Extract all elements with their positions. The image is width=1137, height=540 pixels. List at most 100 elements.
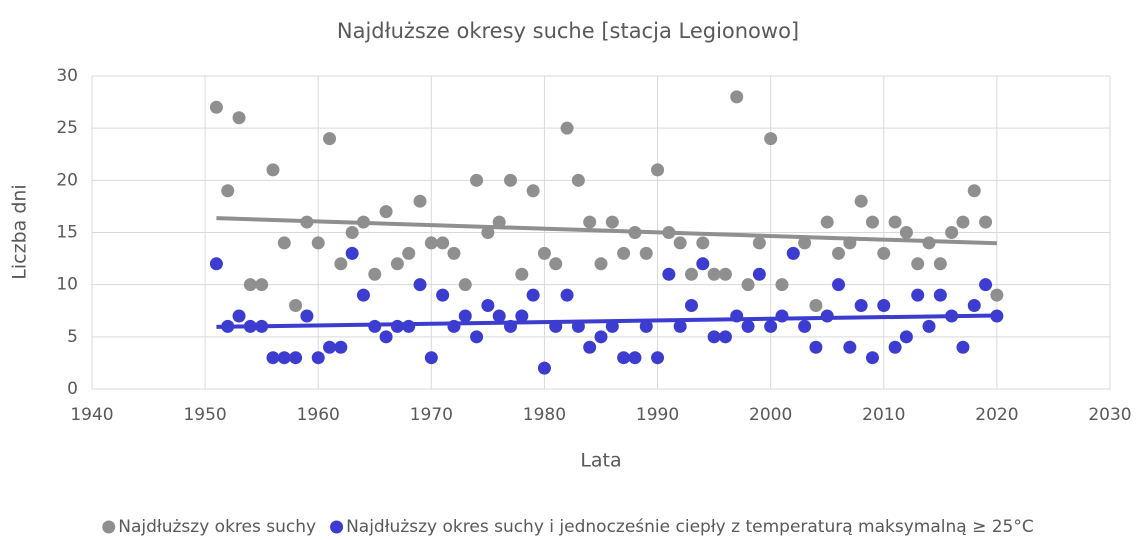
point	[617, 246, 631, 260]
point	[639, 246, 653, 260]
point	[221, 184, 235, 198]
point	[560, 121, 574, 135]
y-tick-label: 10	[56, 275, 78, 295]
point	[718, 267, 732, 281]
point	[684, 299, 698, 313]
point	[436, 236, 450, 250]
point	[526, 184, 540, 198]
point	[979, 215, 993, 229]
x-axis-label: Lata	[580, 450, 621, 472]
point	[775, 278, 789, 292]
point	[741, 319, 755, 333]
point	[707, 267, 721, 281]
point	[639, 319, 653, 333]
y-tick-label: 5	[67, 327, 78, 347]
point	[323, 340, 337, 354]
legend-marker	[102, 520, 116, 534]
y-axis-label: Liczba dni	[9, 184, 31, 279]
point	[424, 236, 438, 250]
point	[413, 194, 427, 208]
point	[526, 288, 540, 302]
point	[865, 215, 879, 229]
point	[515, 267, 529, 281]
point	[390, 319, 404, 333]
point	[718, 330, 732, 344]
point	[379, 330, 393, 344]
point	[515, 309, 529, 323]
point	[594, 330, 608, 344]
point	[390, 257, 404, 271]
point	[933, 288, 947, 302]
point	[311, 351, 325, 365]
point	[571, 173, 585, 187]
point	[605, 215, 619, 229]
point	[651, 351, 665, 365]
point	[549, 257, 563, 271]
chart-title: Najdłuższe okresy suche [stacja Legionow…	[337, 19, 799, 43]
y-tick-label: 0	[67, 379, 78, 399]
point	[447, 246, 461, 260]
point	[277, 351, 291, 365]
point	[209, 257, 223, 271]
point	[933, 257, 947, 271]
point	[537, 361, 551, 375]
point	[255, 278, 269, 292]
point	[379, 205, 393, 219]
point	[967, 299, 981, 313]
point	[798, 319, 812, 333]
point	[289, 351, 303, 365]
point	[617, 351, 631, 365]
point	[334, 340, 348, 354]
point	[458, 309, 472, 323]
legend-marker	[330, 520, 344, 534]
point	[832, 278, 846, 292]
point	[583, 215, 597, 229]
point	[967, 184, 981, 198]
point	[537, 246, 551, 260]
point	[470, 173, 484, 187]
point	[911, 288, 925, 302]
x-tick-label: 2010	[862, 405, 905, 425]
x-tick-label: 2020	[975, 405, 1018, 425]
point	[956, 215, 970, 229]
point	[402, 246, 416, 260]
point	[696, 257, 710, 271]
point	[413, 278, 427, 292]
point	[209, 100, 223, 114]
x-tick-label: 1970	[410, 405, 453, 425]
point	[899, 330, 913, 344]
x-tick-label: 2000	[749, 405, 792, 425]
legend-label: Najdłuższy okres suchy i jednocześnie ci…	[346, 517, 1034, 537]
point	[820, 215, 834, 229]
point	[854, 194, 868, 208]
point	[266, 351, 280, 365]
point	[345, 246, 359, 260]
point	[752, 267, 766, 281]
point	[300, 309, 314, 323]
point	[832, 246, 846, 260]
point	[470, 330, 484, 344]
x-tick-label: 1980	[523, 405, 566, 425]
point	[323, 132, 337, 146]
legend-label: Najdłuższy okres suchy	[118, 517, 316, 537]
point	[809, 299, 823, 313]
point	[458, 278, 472, 292]
point	[436, 288, 450, 302]
point	[911, 257, 925, 271]
point	[865, 351, 879, 365]
point	[888, 340, 902, 354]
point	[232, 309, 246, 323]
point	[990, 288, 1004, 302]
x-tick-label: 1990	[636, 405, 679, 425]
point	[311, 236, 325, 250]
point	[843, 340, 857, 354]
point	[424, 351, 438, 365]
point	[289, 299, 303, 313]
point	[583, 340, 597, 354]
y-tick-label: 25	[56, 118, 78, 138]
point	[673, 319, 687, 333]
point	[673, 236, 687, 250]
x-tick-label: 1960	[297, 405, 340, 425]
point	[232, 111, 246, 125]
